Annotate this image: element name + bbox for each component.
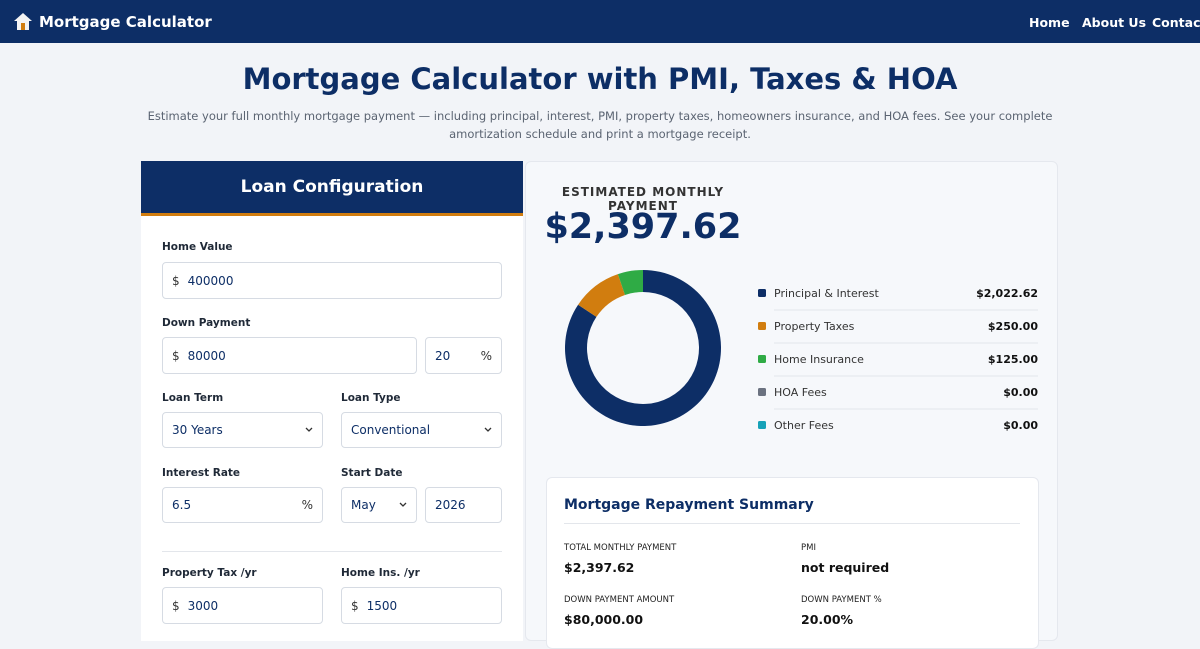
summary-title: Mortgage Repayment Summary [564, 497, 814, 513]
input[interactable]: 2026 [425, 487, 502, 523]
field-label: Start Date [341, 467, 403, 479]
result-amount: $2,397.62 [544, 207, 742, 247]
page-subtitle: Estimate your full monthly mortgage paym… [147, 109, 1053, 141]
nav-link[interactable]: Contact [1152, 15, 1200, 30]
nav-link[interactable]: Home [1029, 15, 1070, 30]
header: Mortgage Calculator Home About Us Contac… [0, 0, 1200, 43]
prefix: $ [172, 598, 180, 613]
legend-label: HOA Fees [774, 386, 827, 399]
summary-value: $80,000.00 [564, 612, 644, 627]
legend-value: $2,022.62 [976, 287, 1038, 300]
legend-label: Principal & Interest [774, 287, 880, 300]
legend-swatch [758, 421, 766, 429]
field-label: Property Tax /yr [162, 567, 257, 579]
select-value: 30 Years [172, 423, 223, 437]
summary-value: $2,397.62 [564, 560, 635, 575]
legend-label: Home Insurance [774, 353, 864, 366]
breakdown-chart: Principal & Interest $2,022.62 Property Ta… [565, 270, 1038, 432]
chevron [399, 502, 407, 507]
field-label: Down Payment [162, 317, 251, 329]
field-label: Home Ins. /yr [341, 567, 420, 579]
legend-swatch [758, 355, 766, 363]
input[interactable]: $80000 [162, 337, 417, 374]
page-title: Mortgage Calculator with PMI, Taxes & HO… [242, 62, 958, 96]
field-label: Home Value [162, 241, 233, 253]
input-value: 1500 [366, 598, 398, 613]
input[interactable]: $3000 [162, 587, 323, 624]
field-label: Interest Rate [162, 467, 241, 479]
brand[interactable]: Mortgage Calculator [39, 13, 212, 31]
legend-swatch [758, 289, 766, 297]
divider [162, 551, 502, 552]
legend-label: Other Fees [774, 419, 834, 432]
result-heading: ESTIMATED MONTHLY PAYMENT [561, 185, 725, 213]
field-label: Loan Term [162, 392, 224, 404]
input-value: 400000 [187, 273, 234, 288]
input-value: 80000 [187, 348, 226, 363]
select[interactable]: 30 Years [162, 412, 323, 448]
summary-value: not required [801, 560, 890, 575]
legend-value: $0.00 [1003, 386, 1038, 399]
summary-label: DOWN PAYMENT % [801, 595, 882, 605]
summary-value: 20.00% [801, 612, 854, 627]
prefix: $ [172, 273, 180, 288]
input[interactable]: $1500 [341, 587, 502, 624]
input-value: 20 [435, 348, 451, 363]
input-value: 2026 [435, 498, 466, 512]
prefix: $ [172, 348, 180, 363]
summary-label: TOTAL MONTHLY PAYMENT [564, 543, 677, 553]
nav-link[interactable]: About Us [1082, 15, 1147, 30]
input[interactable]: 20% [425, 337, 502, 374]
input[interactable]: $400000 [162, 262, 502, 299]
legend-value: $125.00 [988, 353, 1038, 366]
divider [564, 523, 1020, 524]
legend-value: $0.00 [1003, 419, 1038, 432]
legend-swatch [758, 388, 766, 396]
summary-label: PMI [801, 543, 816, 553]
select-value: May [351, 498, 376, 512]
prefix: $ [351, 598, 359, 613]
form-title: Loan Configuration [141, 161, 523, 216]
logo-icon [14, 13, 32, 30]
legend-swatch [758, 322, 766, 330]
chevron [305, 427, 313, 432]
input-value: 6.5 [172, 498, 192, 512]
input[interactable]: 6.5% [162, 487, 323, 523]
select-value: Conventional [351, 423, 431, 437]
input-value: 3000 [187, 598, 219, 613]
summary-label: DOWN PAYMENT AMOUNT [564, 595, 675, 605]
select[interactable]: May [341, 487, 417, 523]
field-label: Loan Type [341, 392, 401, 404]
donut-segment [578, 274, 625, 317]
suffix: % [301, 498, 313, 512]
form-card: Loan Configuration [141, 161, 523, 641]
chevron [484, 427, 492, 432]
legend-label: Property Taxes [774, 320, 855, 333]
donut-segment [617, 270, 643, 295]
suffix: % [480, 348, 492, 363]
legend-value: $250.00 [988, 320, 1038, 333]
select[interactable]: Conventional [341, 412, 502, 448]
